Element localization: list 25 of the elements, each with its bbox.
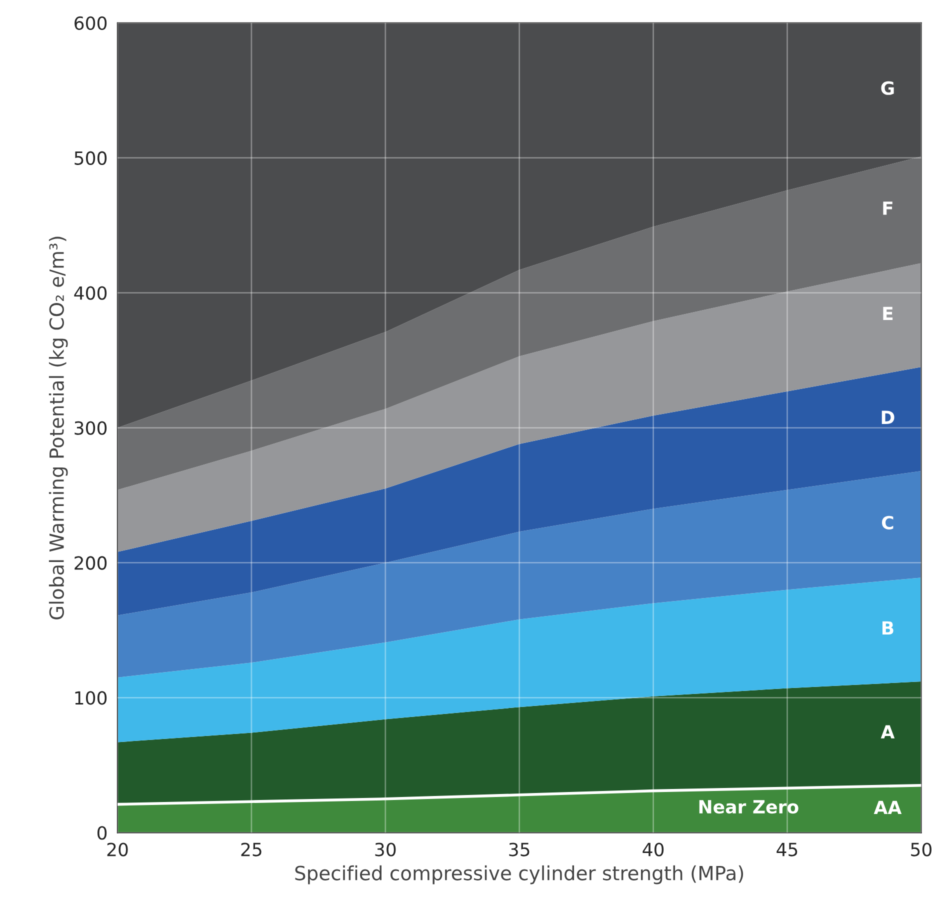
y-tick-label: 0 <box>97 826 107 840</box>
x-axis-title: Specified compressive cylinder strength (MPa) <box>295 865 744 884</box>
y-tick-label: 500 <box>74 151 107 165</box>
y-tick-label: 400 <box>74 286 107 300</box>
x-tick-label: 50 <box>911 842 932 856</box>
series-label: AA <box>874 800 902 814</box>
series-label: G <box>881 81 894 95</box>
y-axis-title: Global Warming Potential (kg CO₂ e/m³) <box>48 236 68 620</box>
y-tick-label: 200 <box>74 556 107 570</box>
series-label: B <box>882 621 894 635</box>
x-tick-label: 45 <box>776 842 798 856</box>
x-tick-label: 40 <box>642 842 664 856</box>
x-tick-label: 30 <box>375 842 396 856</box>
series-label: E <box>883 306 893 320</box>
series-label: C <box>882 516 894 530</box>
x-tick-label: 35 <box>509 842 530 856</box>
series-label: D <box>882 410 894 424</box>
annotation: Near Zero <box>699 800 798 814</box>
series-label: F <box>883 202 892 215</box>
y-tick-label: 100 <box>75 691 107 705</box>
y-tick-label: 300 <box>74 421 107 435</box>
x-tick-label: 20 <box>107 842 128 856</box>
series-label: A <box>880 725 895 738</box>
x-tick-label: 25 <box>241 842 262 856</box>
y-tick-label: 600 <box>74 16 107 30</box>
